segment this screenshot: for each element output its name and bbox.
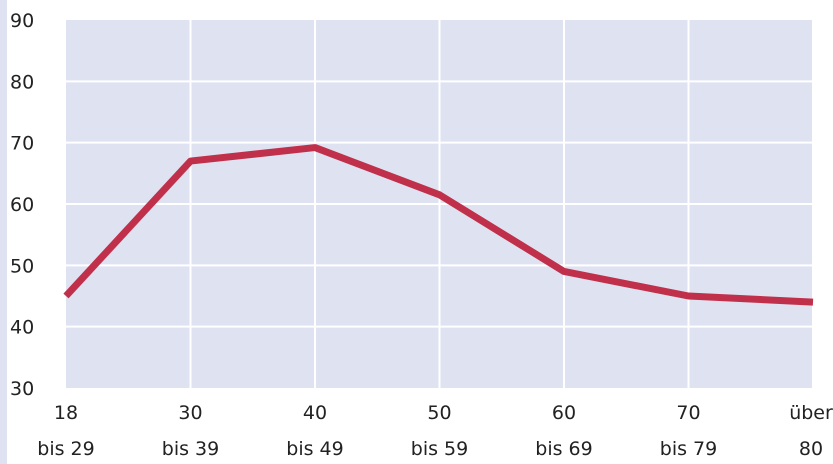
left-accent-strip [0,0,7,464]
y-tick-label: 90 [10,10,34,32]
x-tick-label-line2: bis 49 [286,438,343,460]
x-axis-tick-labels: 18 bis 29 30 bis 39 40 bis 49 50 bis 59 60 bis 69… [37,402,833,460]
series-layer [63,144,814,306]
x-tick-label-line2: 80 [799,438,823,460]
y-axis-tick-labels: 30 40 50 60 70 80 90 [10,10,34,400]
x-tick-label-line2: bis 59 [411,438,468,460]
x-tick-label-line1: über [789,402,833,424]
x-tick-label: 60 bis 69 [535,402,592,460]
x-tick-label: über 80 [789,402,833,460]
y-tick-label: 40 [10,317,34,339]
x-tick-label-line2: bis 69 [535,438,592,460]
x-tick-label-line1: 70 [676,402,700,424]
y-tick-label: 50 [10,255,34,277]
y-tick-label: 70 [10,133,34,155]
y-tick-label: 30 [10,378,34,400]
x-tick-label-line1: 18 [54,402,78,424]
x-tick-label-line2: bis 39 [162,438,219,460]
x-tick-label: 70 bis 79 [660,402,717,460]
x-tick-label-line1: 30 [178,402,202,424]
x-tick-label: 30 bis 39 [162,402,219,460]
x-tick-label-line1: 50 [427,402,451,424]
x-tick-label-line1: 40 [303,402,327,424]
y-tick-label: 60 [10,194,34,216]
x-tick-label: 40 bis 49 [286,402,343,460]
x-tick-label-line2: bis 29 [37,438,94,460]
x-tick-label-line2: bis 79 [660,438,717,460]
x-tick-label: 18 bis 29 [37,402,94,460]
y-tick-label: 80 [10,71,34,93]
x-tick-label: 50 bis 59 [411,402,468,460]
x-tick-label-line1: 60 [552,402,576,424]
horizontal-gridlines [66,80,812,328]
